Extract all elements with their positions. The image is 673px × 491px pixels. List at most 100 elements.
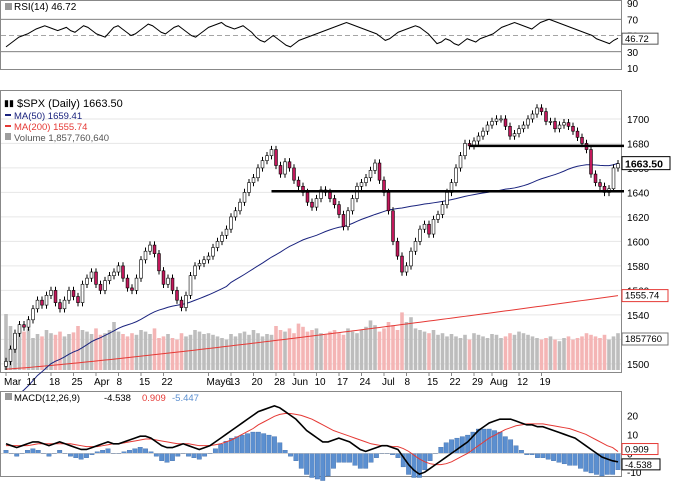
macd-legend: MACD(12,26,9) -4.538 0.909 -5.447 (5, 393, 199, 404)
volume-bar (530, 336, 535, 370)
candle-body (13, 332, 17, 350)
candle-body (562, 122, 566, 126)
candle-body (598, 182, 602, 187)
candle-body (364, 177, 368, 183)
volume-bar (490, 334, 494, 370)
candle-body (485, 124, 490, 132)
candle-body (535, 107, 539, 115)
volume-bar (292, 333, 296, 370)
candle-body (188, 275, 193, 296)
candle-body (296, 179, 301, 187)
macd-legend-name: MACD(12,26,9) (14, 393, 80, 404)
volume-bar (355, 333, 359, 370)
date-label: 12 (517, 377, 529, 388)
macd-histogram-bar (556, 453, 562, 463)
volume-bar (395, 330, 400, 370)
candle-body (211, 247, 215, 257)
volume-bar (431, 330, 436, 370)
candle-body (35, 299, 40, 310)
macd-histogram-bar (57, 450, 63, 454)
candle-body (71, 290, 76, 297)
volume-bar (494, 334, 499, 370)
date-label: 18 (49, 377, 61, 388)
volume-bar (103, 333, 107, 370)
volume-bar (4, 314, 8, 370)
macd-legend-swatch (5, 393, 12, 400)
macd-histogram-bar (14, 453, 20, 457)
macd-value-tag-text: -4.538 (625, 460, 652, 471)
candle-body (512, 133, 517, 137)
volume-bar (184, 336, 188, 370)
volume-bar (260, 336, 265, 370)
macd-value-tag: -4.538 (621, 458, 661, 471)
candle-body (184, 294, 188, 308)
volume-bar (71, 332, 76, 370)
candle-body (197, 263, 202, 267)
volume-bar (553, 339, 557, 370)
price-legend: ▮▮ $SPX (Daily) 1663.50 MA(50) 1659.41 M… (4, 98, 123, 144)
volume-bar (377, 331, 382, 370)
volume-bar (499, 338, 503, 370)
candle-body (242, 192, 247, 203)
date-label: 15 (139, 377, 151, 388)
candle-body (4, 361, 8, 367)
macd-histogram-bar (212, 448, 218, 454)
volume-bar (310, 330, 314, 370)
macd-histogram-bar (25, 450, 30, 454)
candle-body (422, 223, 427, 230)
ma200-tag-text: 1555.74 (625, 291, 659, 302)
macd-histogram-bar (202, 453, 208, 457)
candle-body (526, 118, 530, 126)
candle-body (553, 121, 557, 130)
ma50-line (5, 162, 619, 417)
price-last-tag-text: 1663.50 (625, 159, 663, 171)
volume-bar (476, 334, 481, 370)
date-label: 22 (450, 377, 462, 388)
rsi-value-tag-box (621, 32, 659, 45)
macd-histogram-bar (535, 453, 540, 458)
macd-histogram-bar (309, 453, 315, 478)
volume-bar (215, 336, 220, 370)
macd-histogram-bar (255, 431, 261, 454)
volume-bar (557, 341, 562, 370)
volume-bar (328, 331, 332, 370)
date-label: 25 (72, 377, 84, 388)
ma200-tag-box (621, 289, 669, 303)
macd-histogram-bar (411, 453, 417, 478)
macd-histogram-bar (35, 450, 41, 454)
candle-body (287, 161, 292, 169)
volume-bar (472, 333, 476, 370)
candle-body (548, 121, 553, 123)
candle-body (436, 214, 440, 220)
candle-body (166, 277, 170, 285)
candle-body (494, 118, 499, 122)
candle-body (85, 277, 89, 285)
candle-body (611, 167, 616, 190)
macd-histogram-bar (164, 453, 170, 463)
volume-bar (517, 331, 521, 370)
macd-histogram-bar (331, 453, 336, 469)
rsi-guide-lines (1, 18, 621, 53)
macd-histogram-bar (341, 453, 347, 463)
macd-histogram-bar (170, 453, 175, 461)
macd-histogram-bar (374, 453, 379, 458)
candle-body (58, 302, 62, 310)
volume-bar (319, 333, 323, 370)
rsi-tick-label: 90 (627, 0, 639, 10)
candle-body (490, 121, 494, 126)
volume-bar (265, 334, 269, 370)
candle-body (463, 143, 467, 156)
macd-histogram-bar (272, 436, 277, 454)
macd-histogram-bar (583, 453, 589, 472)
candle-body (580, 137, 584, 144)
macd-histogram-bar (186, 453, 191, 457)
candle-body (125, 277, 130, 289)
date-label: 13 (229, 377, 241, 388)
volume-bar (602, 334, 607, 370)
volume-bar (53, 334, 58, 370)
volume-bar (418, 330, 422, 370)
macd-signal-line (6, 412, 619, 466)
volume-bar (197, 331, 202, 370)
volume-bar (463, 334, 467, 370)
